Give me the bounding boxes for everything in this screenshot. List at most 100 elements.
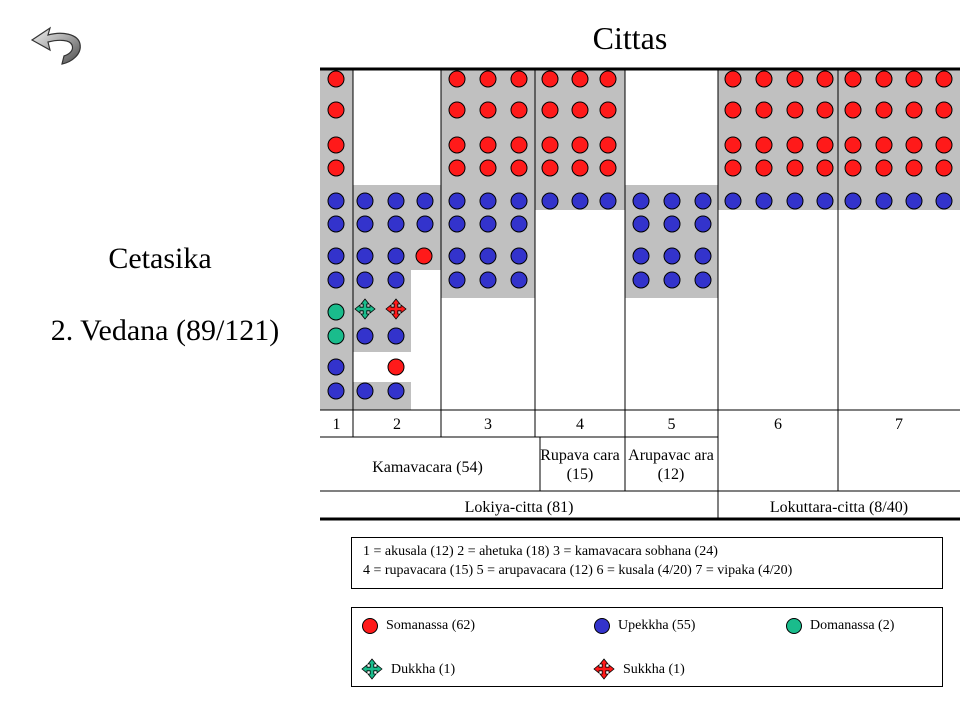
upekkha-dot — [327, 215, 345, 233]
domanassa-dot — [327, 327, 345, 345]
upekkha-dot — [356, 327, 374, 345]
blue-dot-icon — [594, 617, 610, 634]
upekkha-dot — [387, 192, 405, 210]
sukkha-cross-icon — [385, 298, 407, 320]
upekkha-dot — [356, 192, 374, 210]
somanassa-dot — [327, 70, 345, 88]
upekkha-dot — [694, 215, 712, 233]
upekkha-dot — [327, 192, 345, 210]
somanassa-dot — [479, 70, 497, 88]
somanassa-dot — [510, 70, 528, 88]
somanassa-dot — [724, 159, 742, 177]
definitions-box: 1 = akusala (12) 2 = ahetuka (18) 3 = ka… — [351, 537, 943, 589]
column-number-7: 7 — [895, 416, 903, 433]
somanassa-dot — [724, 70, 742, 88]
upekkha-dot — [448, 215, 466, 233]
somanassa-dot — [816, 136, 834, 154]
somanassa-dot — [387, 358, 405, 376]
upekkha-dot — [571, 192, 589, 210]
upekkha-dot — [599, 192, 617, 210]
upekkha-dot — [327, 271, 345, 289]
somanassa-dot — [935, 136, 953, 154]
somanassa-dot — [415, 247, 433, 265]
somanassa-dot — [541, 101, 559, 119]
somanassa-dot — [905, 136, 923, 154]
somanassa-dot — [510, 101, 528, 119]
upekkha-dot — [356, 215, 374, 233]
shaded-region — [718, 70, 960, 210]
shaded-region — [320, 70, 353, 410]
upekkha-dot — [541, 192, 559, 210]
upekkha-dot — [387, 215, 405, 233]
somanassa-dot — [844, 136, 862, 154]
upekkha-dot — [844, 192, 862, 210]
upekkha-dot — [632, 215, 650, 233]
upekkha-dot — [663, 247, 681, 265]
upekkha-dot — [327, 247, 345, 265]
somanassa-dot — [786, 101, 804, 119]
sphere-lokiya: Lokiya-citta (81) — [464, 499, 574, 516]
upekkha-dot — [387, 271, 405, 289]
somanassa-dot — [935, 70, 953, 88]
somanassa-dot — [571, 159, 589, 177]
somanassa-dot — [786, 159, 804, 177]
upekkha-dot — [935, 192, 953, 210]
somanassa-dot — [875, 136, 893, 154]
somanassa-dot — [724, 101, 742, 119]
upekkha-dot — [327, 358, 345, 376]
column-number-3: 3 — [484, 416, 492, 433]
side-heading: Cetasika — [108, 242, 212, 275]
column-number-2: 2 — [393, 416, 401, 433]
upekkha-dot — [510, 271, 528, 289]
somanassa-dot — [844, 159, 862, 177]
upekkha-dot — [755, 192, 773, 210]
upekkha-dot — [510, 192, 528, 210]
definitions-line-2: 4 = rupavacara (15) 5 = arupavacara (12)… — [363, 563, 793, 578]
upekkha-dot — [416, 192, 434, 210]
somanassa-dot — [599, 70, 617, 88]
legend-box: Somanassa (62) Upekkha (55) Domanassa (2… — [351, 607, 943, 687]
somanassa-dot — [724, 136, 742, 154]
upekkha-dot — [479, 247, 497, 265]
somanassa-dot — [844, 101, 862, 119]
upekkha-dot — [875, 192, 893, 210]
upekkha-dot — [448, 192, 466, 210]
somanassa-dot — [541, 159, 559, 177]
upekkha-dot — [694, 271, 712, 289]
somanassa-dot — [541, 70, 559, 88]
side-subheading: 2. Vedana (89/121) — [50, 314, 280, 347]
legend-item-dukkha: Dukkha (1) — [361, 658, 455, 680]
back-arrow-icon[interactable] — [28, 22, 86, 68]
upekkha-dot — [663, 192, 681, 210]
group-kamavacara: Kamavacara (54) — [372, 459, 483, 476]
upekkha-dot — [387, 327, 405, 345]
upekkha-dot — [663, 271, 681, 289]
upekkha-dot — [632, 192, 650, 210]
column-number-5: 5 — [667, 416, 676, 433]
somanassa-dot — [875, 101, 893, 119]
somanassa-dot — [905, 101, 923, 119]
somanassa-dot — [510, 159, 528, 177]
column-number-4: 4 — [576, 416, 584, 433]
somanassa-dot — [479, 159, 497, 177]
dukkha-cross-icon — [354, 298, 376, 320]
sphere-lokuttara: Lokuttara-citta (8/40) — [769, 499, 909, 516]
upekkha-dot — [479, 271, 497, 289]
somanassa-dot — [571, 136, 589, 154]
upekkha-dot — [905, 192, 923, 210]
upekkha-dot — [816, 192, 834, 210]
upekkha-dot — [327, 382, 345, 400]
upekkha-dot — [356, 247, 374, 265]
green-cross-arrow-icon — [361, 658, 383, 680]
somanassa-dot — [875, 159, 893, 177]
upekkha-dot — [510, 247, 528, 265]
somanassa-dot — [755, 136, 773, 154]
somanassa-dot — [448, 136, 466, 154]
upekkha-dot — [510, 215, 528, 233]
somanassa-dot — [327, 159, 345, 177]
somanassa-dot — [935, 101, 953, 119]
upekkha-dot — [786, 192, 804, 210]
group-arupavacara: Arupavac ara (12) — [628, 447, 714, 483]
somanassa-dot — [816, 101, 834, 119]
upekkha-dot — [694, 192, 712, 210]
